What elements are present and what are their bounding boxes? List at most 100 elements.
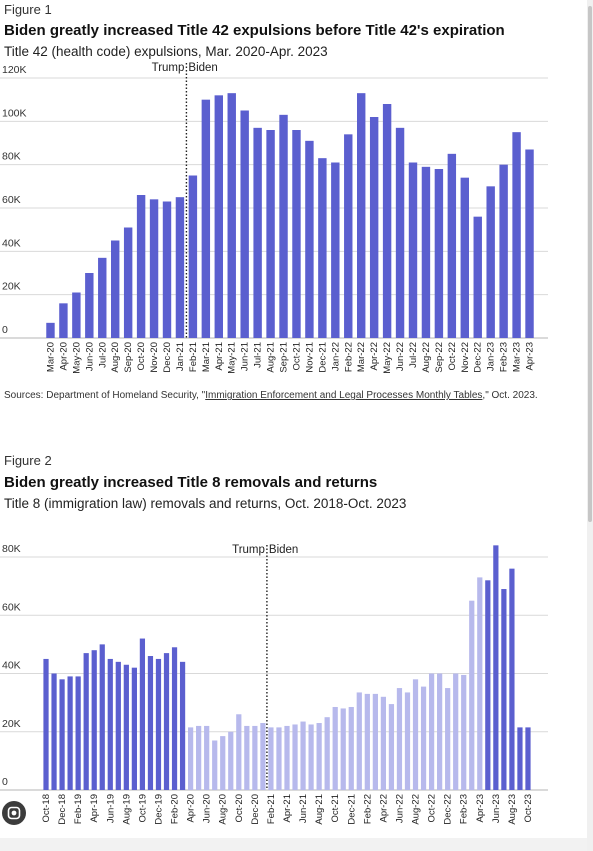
x-tick-label: Oct-20 [136,342,147,371]
y-tick-label: 0 [2,324,8,336]
figure-1-title: Biden greatly increased Title 42 expulsi… [4,22,505,39]
x-tick-label: Aug-21 [314,794,325,825]
bar-dec-20 [252,725,258,790]
x-tick-label: Dec-18 [57,794,68,825]
y-tick-label: 20K [2,718,21,730]
bar-feb-21 [188,175,198,338]
y-tick-label: 100K [2,107,27,119]
bar-may-22 [388,704,395,790]
x-tick-label: Dec-21 [317,342,328,373]
x-tick-label: Feb-20 [170,794,181,824]
x-tick-label: Feb-21 [188,342,199,372]
source-link[interactable]: Immigration Enforcement and Legal Proces… [205,390,483,401]
lens-icon[interactable] [2,801,26,825]
x-tick-label: Oct-23 [523,794,534,823]
bar-jul-20 [212,740,218,790]
bar-oct-18 [43,658,49,790]
bar-dec-22 [445,688,451,790]
x-tick-label: Mar-21 [201,342,212,372]
bar-aug-20 [220,736,226,790]
x-tick-label: Dec-20 [250,794,261,825]
x-tick-label: Oct-21 [291,342,302,371]
bar-aug-22 [412,679,419,790]
x-tick-label: Dec-22 [443,794,454,825]
bar-aug-19 [123,664,129,790]
x-tick-label: Apr-21 [282,794,293,823]
vertical-scrollbar[interactable] [587,0,593,851]
y-tick-label: 60K [2,601,21,613]
bar-oct-20 [136,195,146,338]
bar-sep-20 [123,227,133,338]
bar-mar-21 [276,727,282,790]
bar-oct-19 [139,638,146,790]
x-tick-label: Apr-23 [525,342,536,371]
bar-mar-19 [83,653,89,790]
bar-feb-22 [364,693,370,790]
bar-sep-23 [517,727,523,790]
divider-label-right: Biden [269,544,298,556]
x-tick-label: Jul-22 [408,342,419,368]
x-tick-label: Apr-19 [89,794,100,823]
bar-nov-22 [437,673,443,790]
y-tick-label: 40K [2,660,21,672]
bar-jan-19 [67,676,73,790]
y-tick-label: 60K [2,194,21,206]
bar-oct-23 [525,727,531,790]
x-tick-label: Oct-18 [41,794,52,823]
bar-jun-21 [240,110,249,338]
bar-feb-23 [499,164,508,338]
bar-may-21 [227,93,236,339]
y-tick-label: 40K [2,237,21,249]
bar-feb-19 [75,676,81,790]
bar-mar-22 [372,693,378,790]
bar-nov-18 [51,673,57,790]
bar-jun-22 [395,127,405,338]
y-tick-label: 0 [2,776,8,788]
x-tick-label: Apr-23 [475,794,486,823]
bar-jul-21 [253,127,262,338]
x-tick-label: Jan-21 [175,342,186,371]
x-tick-label: Aug-22 [421,342,432,373]
bar-dec-19 [155,658,162,790]
bar-dec-21 [318,158,327,338]
bar-jun-20 [204,725,210,790]
bar-may-20 [72,292,81,338]
figure-2-chart: 0 20K 40K 60K 80K Oct-18 Dec-18 Feb-19 Apr-19 Jun… [0,543,548,825]
figure-1-subtitle: Title 42 (health code) expulsions, Mar. … [4,44,328,59]
bar-apr-22 [380,696,387,790]
x-tick-label: Oct-20 [234,794,245,823]
source-suffix: ," Oct. 2023. [482,390,538,401]
bar-dec-22 [473,216,482,338]
bar-apr-21 [284,725,290,790]
bar-may-21 [292,724,298,790]
bar-oct-21 [332,706,338,790]
bar-aug-21 [266,130,275,338]
x-tick-label: Apr-20 [186,794,197,823]
x-tick-label: Jun-20 [84,342,95,371]
horizontal-scrollbar[interactable] [0,838,587,851]
x-tick-label: Feb-22 [362,794,373,824]
x-tick-label: Feb-22 [343,342,354,372]
bar-jun-20 [85,273,94,338]
bar-mar-21 [201,99,211,338]
x-tick-label: Jun-21 [240,342,251,371]
bar-jan-20 [163,653,170,790]
x-tick-label: Aug-19 [121,794,132,825]
bar-may-22 [382,104,392,338]
figure-2-subtitle: Title 8 (immigration law) removals and r… [4,496,407,511]
bar-oct-22 [447,153,457,338]
x-tick-label: Jan-23 [486,342,497,371]
bar-mar-23 [512,132,521,338]
x-tick-label: Dec-21 [346,794,357,825]
bar-may-23 [485,580,491,790]
bar-dec-20 [162,201,172,338]
divider-label-right: Biden [188,62,217,74]
bar-oct-22 [428,673,435,790]
bar-apr-20 [187,727,194,790]
bar-dec-18 [59,679,65,790]
bar-sep-22 [420,686,427,790]
bar-jun-22 [396,688,403,790]
figure-1-source: Sources: Department of Homeland Security… [4,388,544,403]
scrollbar-thumb[interactable] [588,6,592,522]
bar-jun-21 [300,721,306,790]
